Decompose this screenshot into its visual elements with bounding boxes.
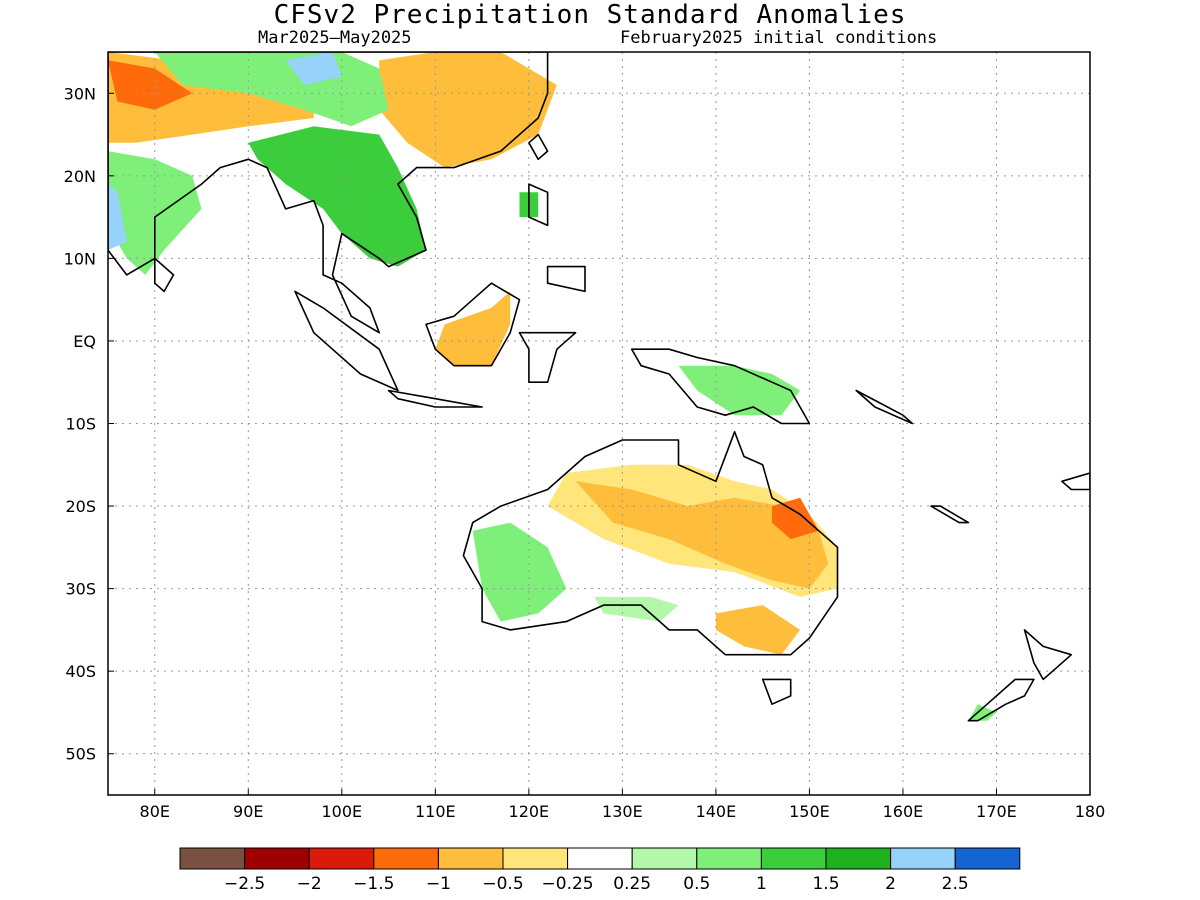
- anomaly-india-blue: [108, 184, 127, 251]
- axis-ticks: 80E 90E 100E 110E 120E 130E 140E 150E 160E 170E 18…: [64, 84, 1106, 821]
- colorbar-swatch: [373, 847, 439, 870]
- colorbar-swatch: [954, 847, 1021, 870]
- lat-label-30S: 30S: [65, 580, 96, 599]
- anomaly-east-china-orange: [379, 52, 557, 168]
- coast-australia: [462, 430, 839, 656]
- coast-tasmania: [761, 678, 792, 706]
- coast-sulawesi: [518, 331, 577, 384]
- coast-fiji: [1061, 472, 1090, 491]
- colorbar-swatch: [567, 847, 633, 870]
- lat-label-20S: 20S: [65, 497, 96, 516]
- colorbar-label: −1.5: [353, 874, 394, 894]
- coast-new-caledonia: [930, 505, 970, 524]
- lon-label-100E: 100E: [321, 802, 362, 821]
- lat-label-EQ: EQ: [73, 332, 96, 351]
- anomaly-south-australia-green: [594, 596, 679, 622]
- grid-lines: [108, 52, 1090, 795]
- anomaly-australia-central-orange: [575, 481, 829, 589]
- colorbar-label: 1: [756, 874, 767, 894]
- coast-nz-south: [967, 678, 1035, 722]
- lat-label-30N: 30N: [64, 84, 96, 103]
- lon-label-80E: 80E: [140, 802, 170, 821]
- colorbar-label: 1.5: [812, 874, 839, 894]
- colorbar-label: −0.5: [482, 874, 523, 894]
- coast-mindanao: [546, 265, 586, 293]
- lon-label-130E: 130E: [602, 802, 643, 821]
- lat-label-20N: 20N: [64, 167, 96, 186]
- colorbar-label: 2: [885, 874, 896, 894]
- lat-label-40S: 40S: [65, 662, 96, 681]
- lat-label-10S: 10S: [65, 415, 96, 434]
- colorbar: −2.5 −2 −1.5 −1 −0.5 −0.25 0.25 0.5 1 1.5 2 2.5: [179, 847, 1021, 894]
- colorbar-swatch: [890, 847, 956, 870]
- colorbar-swatch: [244, 847, 310, 870]
- lat-label-10N: 10N: [64, 249, 96, 268]
- anomaly-borneo-orange: [435, 291, 511, 366]
- anomaly-southeast-australia-orange: [715, 605, 801, 655]
- colorbar-label: −1: [426, 874, 451, 894]
- colorbar-label: −2: [297, 874, 322, 894]
- colorbar-swatch: [631, 847, 698, 870]
- colorbar-label: 0.25: [613, 874, 651, 894]
- lon-label-110E: 110E: [415, 802, 456, 821]
- colorbar-swatch: [308, 847, 375, 870]
- colorbar-label: 0.5: [683, 874, 710, 894]
- coastlines: [108, 52, 1090, 722]
- coast-asia-mainland: [108, 52, 549, 334]
- map-title: CFSv2 Precipitation Standard Anomalies: [273, 0, 907, 30]
- coast-solomon: [855, 389, 914, 425]
- lon-label-150E: 150E: [789, 802, 830, 821]
- coast-new-guinea: [630, 348, 811, 425]
- lon-label-180: 180: [1075, 802, 1106, 821]
- coast-luzon: [528, 183, 549, 227]
- colorbar-label: −2.5: [224, 874, 265, 894]
- lat-label-50S: 50S: [65, 745, 96, 764]
- lon-label-90E: 90E: [233, 802, 263, 821]
- anomaly-yunnan-blue: [285, 52, 342, 85]
- anomaly-regions: [108, 52, 997, 721]
- anomaly-new-guinea-green: [678, 365, 801, 416]
- coast-borneo: [425, 282, 521, 367]
- anomaly-queensland-red: [772, 497, 819, 540]
- coast-sumatra: [294, 290, 399, 392]
- colorbar-swatch: [179, 847, 246, 870]
- coast-sri-lanka: [154, 257, 175, 293]
- colorbar-label: −0.25: [542, 874, 594, 894]
- lon-label-120E: 120E: [509, 802, 550, 821]
- colorbar-swatch: [760, 847, 827, 870]
- colorbar-swatch: [437, 847, 504, 870]
- anomaly-indochina-green: [248, 126, 426, 267]
- coast-taiwan: [528, 133, 549, 161]
- lon-label-160E: 160E: [883, 802, 924, 821]
- colorbar-swatch: [502, 847, 569, 870]
- coast-nz-north: [1023, 629, 1073, 681]
- anomaly-tibet-red: [108, 60, 193, 110]
- lon-label-140E: 140E: [696, 802, 737, 821]
- colorbar-swatch: [696, 847, 762, 870]
- anomaly-new-zealand-green: [968, 704, 997, 721]
- anomaly-western-australia-green: [472, 522, 567, 622]
- initial-conditions: February2025 initial conditions: [620, 28, 938, 48]
- lon-label-170E: 170E: [976, 802, 1017, 821]
- coast-java: [387, 389, 483, 408]
- forecast-period: Mar2025–May2025: [258, 28, 412, 48]
- colorbar-label: 2.5: [942, 874, 969, 894]
- colorbar-swatch: [825, 847, 892, 870]
